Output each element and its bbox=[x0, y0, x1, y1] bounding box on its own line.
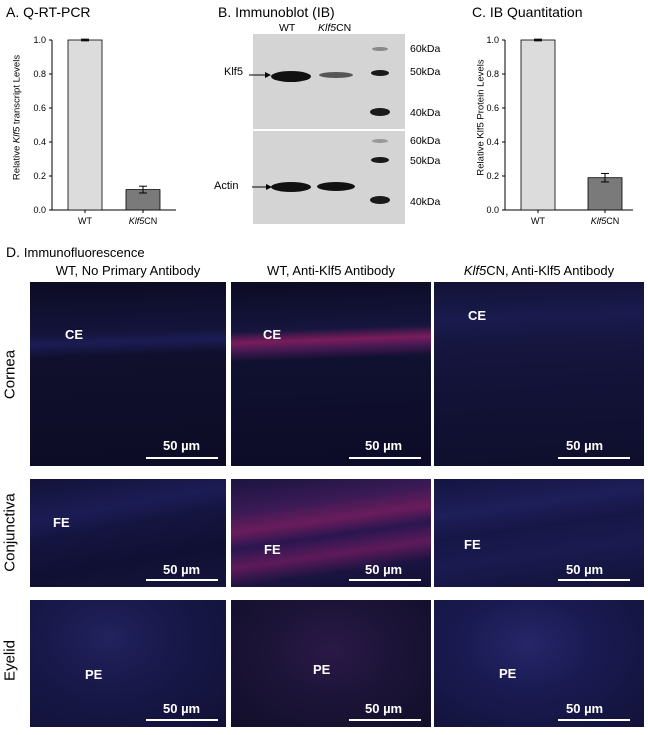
lane-label-klf5cn: Klf5CN bbox=[318, 22, 352, 34]
y-tick-label: 0.2 bbox=[33, 171, 46, 181]
col-title-3: Klf5CN, Anti-Klf5 Antibody bbox=[463, 263, 615, 278]
scale-bar bbox=[349, 719, 421, 721]
tag-pe: PE bbox=[499, 666, 517, 681]
x-tick-label: WT bbox=[531, 216, 545, 226]
tag-pe: PE bbox=[313, 662, 331, 677]
y-tick-label: 1.0 bbox=[486, 35, 499, 45]
tag-fe: FE bbox=[264, 542, 281, 557]
marker-label-40-top: 40kDa bbox=[410, 107, 441, 119]
y-tick-label: 0.4 bbox=[33, 137, 46, 147]
x-tick-label: WT bbox=[78, 216, 92, 226]
row-label-eyelid: Eyelid bbox=[1, 640, 19, 681]
tag-ce: CE bbox=[65, 327, 84, 342]
tag-ce: CE bbox=[468, 308, 487, 323]
panel-d-heading: D. Immunofluorescence bbox=[6, 244, 145, 260]
lane-label-wt: WT bbox=[279, 22, 296, 34]
scale-bar bbox=[349, 579, 421, 581]
micro-cornea-klf5cn-klf5: CE 50 µm bbox=[434, 282, 644, 466]
scale-bar-label: 50 µm bbox=[365, 562, 403, 577]
marker-label-60-top: 60kDa bbox=[410, 43, 441, 55]
x-tick-label: Klf5CN bbox=[129, 216, 158, 226]
marker-40-top bbox=[370, 108, 390, 116]
scale-bar bbox=[146, 579, 218, 581]
scale-bar bbox=[349, 457, 421, 459]
marker-60-bottom bbox=[372, 139, 388, 143]
chart-c: 0.0 0.2 0.4 0.6 0.8 1.0 WT Klf5CN bbox=[486, 35, 633, 226]
y-tick-label: 0.4 bbox=[486, 137, 499, 147]
row-label-conjunctiva: Conjunctiva bbox=[1, 493, 19, 572]
panel-c-letter: C. bbox=[472, 4, 486, 20]
actin-band-label: Actin bbox=[214, 180, 239, 192]
blot-actin bbox=[253, 131, 405, 224]
panel-c-heading: C. IB Quantitation bbox=[472, 4, 583, 20]
tag-fe: FE bbox=[464, 537, 481, 552]
tag-pe: PE bbox=[85, 667, 103, 682]
y-tick-label: 0.8 bbox=[33, 69, 46, 79]
blot-klf5 bbox=[253, 34, 405, 129]
panel-a-title: Q-RT-PCR bbox=[23, 4, 91, 20]
scale-bar-label: 50 µm bbox=[163, 701, 201, 716]
scale-bar-label: 50 µm bbox=[566, 438, 604, 453]
micro-cornea-wt-klf5: CE 50 µm bbox=[231, 282, 431, 466]
scale-bar bbox=[146, 457, 218, 459]
panel-a-heading: A. Q-RT-PCR bbox=[6, 4, 91, 20]
panel-b-heading: B. Immunoblot (IB) bbox=[218, 4, 335, 20]
band-actin-cn bbox=[317, 182, 355, 191]
scale-bar bbox=[558, 719, 630, 721]
y-tick-label: 0.6 bbox=[33, 103, 46, 113]
panel-c-title: IB Quantitation bbox=[489, 4, 583, 20]
y-tick-label: 0.8 bbox=[486, 69, 499, 79]
micro-eyelid-wt-klf5: PE 50 µm bbox=[231, 600, 431, 727]
micro-eyelid-wt-noprimary: PE 50 µm bbox=[30, 600, 226, 727]
col-title-1: WT, No Primary Antibody bbox=[55, 263, 201, 278]
scale-bar bbox=[558, 457, 630, 459]
micro-conjunctiva-klf5cn-klf5: FE 50 µm bbox=[434, 479, 644, 587]
band-klf5-wt bbox=[271, 71, 311, 82]
x-tick-label: Klf5CN bbox=[591, 216, 620, 226]
panel-a-letter: A. bbox=[6, 4, 20, 20]
marker-50-top bbox=[371, 70, 389, 76]
micro-eyelid-klf5cn-klf5: PE 50 µm bbox=[434, 600, 644, 727]
col-title-2: WT, Anti-Klf5 Antibody bbox=[267, 263, 395, 278]
marker-60-top bbox=[372, 47, 388, 51]
marker-50-bottom bbox=[371, 157, 389, 163]
marker-label-50-top: 50kDa bbox=[410, 66, 441, 78]
scale-bar-label: 50 µm bbox=[163, 438, 201, 453]
band-klf5-cn bbox=[319, 72, 353, 78]
y-tick-label: 1.0 bbox=[33, 35, 46, 45]
panel-d-title: Immunofluorescence bbox=[23, 245, 145, 260]
marker-40-bottom bbox=[370, 196, 390, 204]
row-label-cornea: Cornea bbox=[1, 349, 19, 400]
tag-ce: CE bbox=[263, 327, 282, 342]
chart-a: 0.0 0.2 0.4 0.6 0.8 1.0 WT Klf5CN bbox=[33, 35, 176, 226]
micro-conjunctiva-wt-noprimary: FE 50 µm bbox=[30, 479, 226, 587]
scale-bar bbox=[558, 579, 630, 581]
y-tick-label: 0.6 bbox=[486, 103, 499, 113]
band-arrows bbox=[249, 72, 272, 190]
bar-klf5cn bbox=[587, 177, 623, 211]
scale-bar-label: 50 µm bbox=[163, 562, 201, 577]
y-tick-label: 0.2 bbox=[486, 171, 499, 181]
marker-label-50-bottom: 50kDa bbox=[410, 155, 441, 167]
panel-b-letter: B. bbox=[218, 4, 232, 20]
marker-label-60-bottom: 60kDa bbox=[410, 135, 441, 147]
y-tick-label: 0.0 bbox=[33, 205, 46, 215]
panel-b-title: Immunoblot (IB) bbox=[235, 4, 335, 20]
micro-cornea-wt-noprimary: CE 50 µm bbox=[30, 282, 226, 466]
klf5-band-label: Klf5 bbox=[224, 66, 243, 78]
tag-fe: FE bbox=[53, 515, 70, 530]
scale-bar-label: 50 µm bbox=[566, 701, 604, 716]
scale-bar-label: 50 µm bbox=[365, 438, 403, 453]
bar-wt bbox=[520, 39, 556, 211]
scale-bar-label: 50 µm bbox=[365, 701, 403, 716]
scale-bar-label: 50 µm bbox=[566, 562, 604, 577]
micro-conjunctiva-wt-klf5: FE 50 µm bbox=[231, 479, 431, 587]
marker-label-40-bottom: 40kDa bbox=[410, 196, 441, 208]
y-tick-label: 0.0 bbox=[486, 205, 499, 215]
panel-d-letter: D. bbox=[6, 244, 20, 260]
scale-bar bbox=[146, 719, 218, 721]
band-actin-wt bbox=[271, 182, 311, 192]
